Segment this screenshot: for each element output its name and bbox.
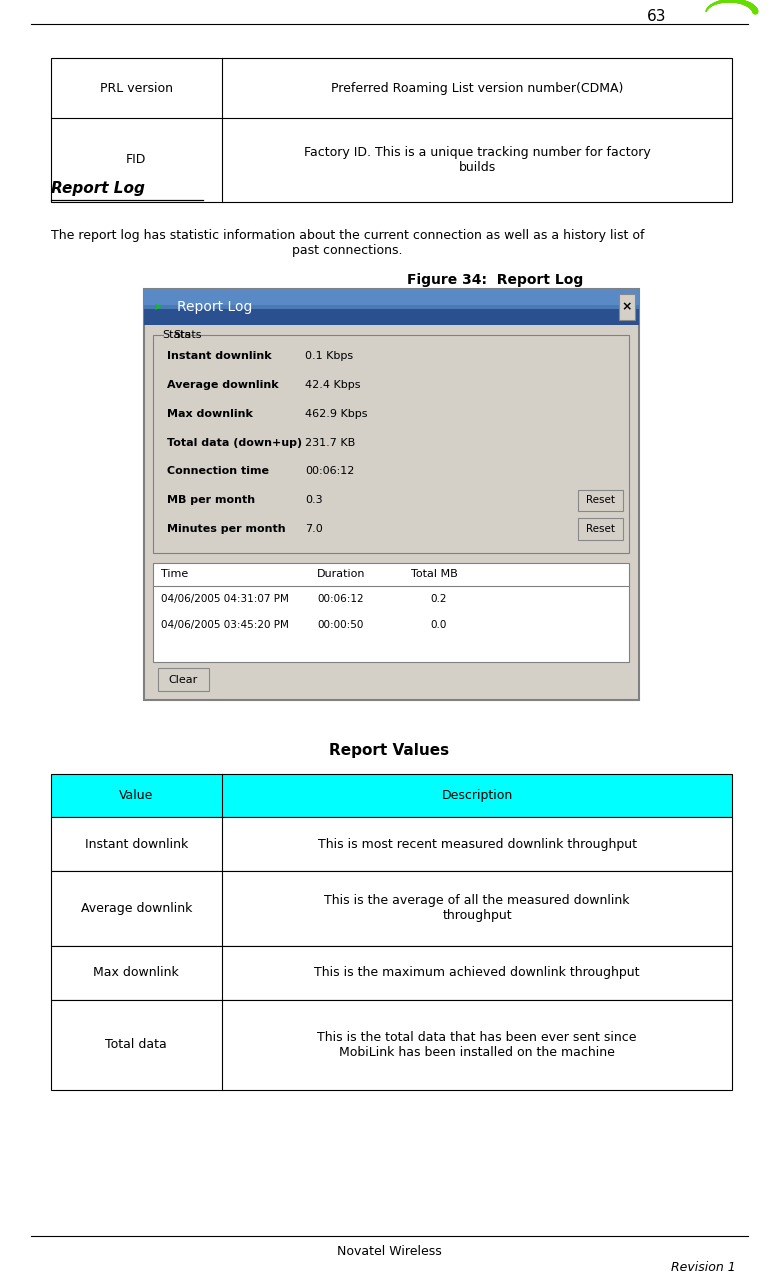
Text: 0.0: 0.0 bbox=[430, 619, 446, 630]
Text: Novatel Wireless: Novatel Wireless bbox=[337, 1245, 442, 1258]
Bar bbox=[158, 668, 209, 691]
Text: 63: 63 bbox=[647, 9, 666, 23]
Bar bbox=[153, 335, 629, 553]
Text: ×: × bbox=[622, 301, 633, 314]
Text: 0.3: 0.3 bbox=[305, 496, 323, 505]
Text: ➤: ➤ bbox=[153, 302, 161, 312]
Bar bbox=[51, 1000, 732, 1090]
Text: This is most recent measured downlink throughput: This is most recent measured downlink th… bbox=[318, 838, 636, 851]
Bar bbox=[578, 518, 623, 540]
Text: Instant downlink: Instant downlink bbox=[167, 351, 272, 361]
Text: 04/06/2005 04:31:07 PM: 04/06/2005 04:31:07 PM bbox=[161, 594, 289, 604]
Bar bbox=[51, 871, 732, 946]
Text: Clear: Clear bbox=[169, 675, 198, 685]
Text: Average downlink: Average downlink bbox=[167, 379, 279, 389]
Text: 0.2: 0.2 bbox=[430, 594, 446, 604]
Text: 42.4 Kbps: 42.4 Kbps bbox=[305, 379, 361, 389]
Text: MB per month: MB per month bbox=[167, 496, 256, 505]
Text: Report Log: Report Log bbox=[177, 301, 252, 314]
Text: 231.7 KB: 231.7 KB bbox=[305, 437, 356, 447]
Text: Instant downlink: Instant downlink bbox=[85, 838, 188, 851]
Bar bbox=[578, 490, 623, 511]
Text: 04/06/2005 03:45:20 PM: 04/06/2005 03:45:20 PM bbox=[161, 619, 289, 630]
Text: Description: Description bbox=[442, 789, 513, 802]
Bar bbox=[51, 946, 732, 1000]
Text: Max downlink: Max downlink bbox=[93, 966, 179, 979]
Text: Total MB: Total MB bbox=[411, 569, 457, 580]
Bar bbox=[144, 289, 639, 700]
Text: Stats: Stats bbox=[163, 330, 191, 341]
Text: Total data (down+up): Total data (down+up) bbox=[167, 437, 302, 447]
Text: Total data: Total data bbox=[105, 1038, 167, 1051]
Bar bbox=[51, 774, 732, 817]
Text: Report Values: Report Values bbox=[330, 743, 449, 758]
Text: 7.0: 7.0 bbox=[305, 524, 323, 535]
Text: Reset: Reset bbox=[586, 496, 615, 505]
Text: Duration: Duration bbox=[317, 569, 365, 580]
Text: 00:06:12: 00:06:12 bbox=[305, 466, 354, 477]
Text: Time: Time bbox=[161, 569, 189, 580]
Text: Average downlink: Average downlink bbox=[81, 902, 192, 915]
Bar bbox=[51, 58, 732, 202]
Text: Revision 1: Revision 1 bbox=[671, 1261, 736, 1273]
Bar bbox=[51, 817, 732, 871]
Text: PRL version: PRL version bbox=[100, 81, 173, 95]
Text: Max downlink: Max downlink bbox=[167, 409, 253, 419]
Text: 00:06:12: 00:06:12 bbox=[317, 594, 364, 604]
Text: This is the maximum achieved downlink throughput: This is the maximum achieved downlink th… bbox=[315, 966, 640, 979]
Text: The report log has statistic information about the current connection as well as: The report log has statistic information… bbox=[51, 229, 644, 257]
Bar bbox=[144, 308, 639, 325]
Text: Factory ID. This is a unique tracking number for factory
builds: Factory ID. This is a unique tracking nu… bbox=[304, 146, 650, 173]
Text: Preferred Roaming List version number(CDMA): Preferred Roaming List version number(CD… bbox=[331, 81, 623, 95]
Bar bbox=[144, 289, 639, 306]
Text: 0.1 Kbps: 0.1 Kbps bbox=[305, 351, 354, 361]
Text: This is the total data that has been ever sent since
MobiLink has been installed: This is the total data that has been eve… bbox=[317, 1031, 637, 1059]
Text: Reset: Reset bbox=[586, 524, 615, 535]
Bar bbox=[144, 289, 639, 325]
Text: 00:00:50: 00:00:50 bbox=[317, 619, 364, 630]
Text: Minutes per month: Minutes per month bbox=[167, 524, 286, 535]
Bar bbox=[153, 563, 629, 662]
Text: Stats: Stats bbox=[173, 330, 202, 341]
Text: Figure 34:  Report Log: Figure 34: Report Log bbox=[407, 274, 583, 287]
Text: Report Log: Report Log bbox=[51, 181, 145, 197]
Text: Connection time: Connection time bbox=[167, 466, 270, 477]
Text: This is the average of all the measured downlink
throughput: This is the average of all the measured … bbox=[324, 894, 630, 923]
Bar bbox=[164, 329, 191, 342]
Text: 462.9 Kbps: 462.9 Kbps bbox=[305, 409, 368, 419]
Bar bbox=[619, 294, 635, 320]
Text: FID: FID bbox=[126, 153, 146, 167]
Text: Value: Value bbox=[119, 789, 153, 802]
